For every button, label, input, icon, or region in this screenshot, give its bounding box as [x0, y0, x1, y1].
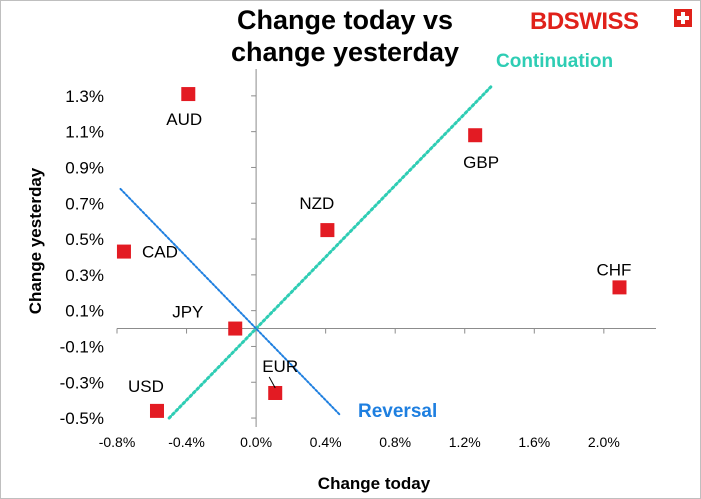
point-usd	[149, 403, 164, 418]
point-nzd	[320, 223, 335, 238]
reversal-label: Reversal	[358, 401, 437, 422]
y-tick-label: -0.5%	[60, 409, 104, 428]
point-label-gbp: GBP	[463, 153, 499, 172]
y-tick-label: 0.1%	[65, 302, 104, 321]
swiss-cross-icon	[674, 9, 692, 27]
point-gbp	[468, 128, 483, 143]
point-label-aud: AUD	[166, 110, 202, 129]
point-label-usd: USD	[128, 377, 164, 396]
point-jpy	[228, 321, 243, 336]
point-eur	[268, 385, 283, 400]
y-tick-label: 0.3%	[65, 266, 104, 285]
x-tick-label: 0.0%	[240, 434, 272, 450]
x-tick-label: 1.2%	[449, 434, 481, 450]
logo-swiss: SWISS	[563, 8, 639, 35]
reversal-trendline	[119, 187, 341, 416]
x-tick-label: 1.6%	[518, 434, 550, 450]
continuation-label: Continuation	[496, 51, 613, 72]
chart-title: Change today vs change yesterday	[230, 5, 460, 67]
bdswiss-logo: BDSWISS	[530, 8, 639, 36]
y-tick-label: -0.1%	[60, 337, 104, 356]
x-tick-label: 0.8%	[379, 434, 411, 450]
eur-leader-line	[268, 376, 276, 389]
y-tick-label: 0.9%	[65, 158, 104, 177]
y-tick-label: 1.1%	[65, 123, 104, 142]
point-cad	[116, 244, 131, 259]
y-tick-label: 1.3%	[65, 87, 104, 106]
point-chf	[612, 280, 627, 295]
y-axis-title: Change yesterday	[26, 167, 45, 314]
point-label-jpy: JPY	[172, 303, 203, 322]
y-tick-label: 0.5%	[65, 230, 104, 249]
x-tick-label: 2.0%	[588, 434, 620, 450]
continuation-trendline	[167, 85, 493, 420]
point-label-chf: CHF	[596, 260, 631, 279]
x-tick-label: 0.4%	[310, 434, 342, 450]
point-aud	[181, 87, 196, 102]
x-tick-label: -0.8%	[99, 434, 136, 450]
x-tick-label: -0.4%	[168, 434, 205, 450]
x-axis-title: Change today	[318, 474, 431, 493]
point-label-eur: EUR	[262, 357, 298, 376]
point-label-cad: CAD	[142, 243, 178, 262]
logo-bd: BD	[530, 8, 564, 35]
point-label-nzd: NZD	[299, 194, 334, 213]
y-tick-label: -0.3%	[60, 373, 104, 392]
y-tick-label: 0.7%	[65, 194, 104, 213]
